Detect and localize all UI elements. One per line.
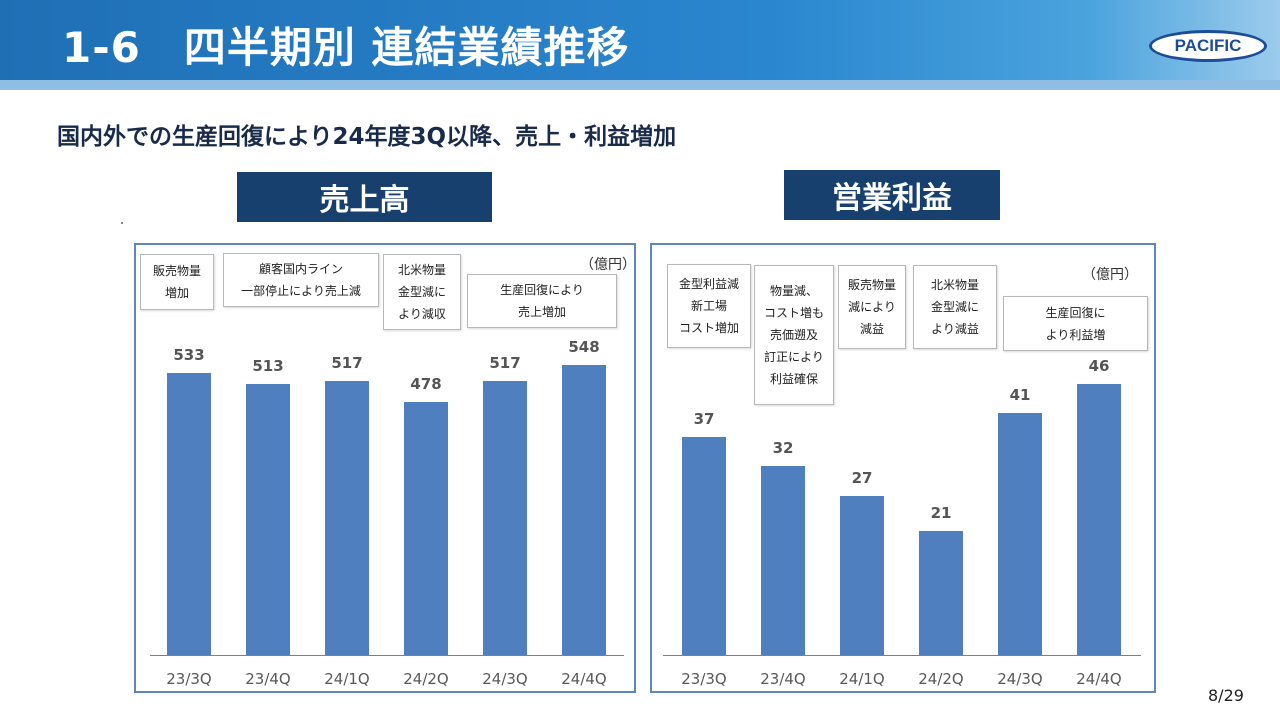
- sales-x-tick-label: 23/4Q: [245, 670, 291, 688]
- sales-bar-value-label: 513: [252, 357, 284, 375]
- sales-bar-24-1q: [325, 381, 369, 655]
- sales-x-tick-label: 24/3Q: [482, 670, 528, 688]
- op-bar-value-label: 21: [930, 504, 952, 522]
- sales-x-tick-label: 24/2Q: [403, 670, 449, 688]
- op-note-5: 生産回復に より利益増: [1003, 296, 1148, 351]
- operating-profit-unit-label: （億円）: [1082, 267, 1138, 283]
- sales-x-tick-label: 24/1Q: [324, 670, 370, 688]
- note-line: 訂正により: [764, 350, 824, 364]
- op-bar-value-label: 37: [693, 410, 715, 428]
- note-line: 売上増加: [517, 305, 566, 319]
- note-line: 北米物量: [397, 263, 446, 277]
- op-x-tick-label: 24/3Q: [997, 670, 1043, 688]
- op-bar-value-label: 32: [772, 439, 794, 457]
- note-line: 物量減、: [769, 284, 818, 298]
- op-bar-24-4q: [1077, 384, 1121, 655]
- note-line: 売価遡及: [769, 328, 818, 342]
- note-line: 利益確保: [769, 372, 818, 386]
- header-stripe: [0, 80, 1280, 90]
- note-line: 生産回復により: [500, 283, 584, 297]
- op-bar-23-4q: [761, 466, 805, 655]
- sales-bar-value-label: 548: [568, 338, 600, 356]
- op-note-3: 販売物量 減により 減益: [838, 265, 906, 349]
- sales-bar-23-3q: [167, 373, 211, 655]
- operating-profit-x-axis: [663, 655, 1141, 656]
- sales-note-3: 北米物量 金型減に より減収: [383, 254, 461, 330]
- op-bar-value-label: 27: [851, 469, 873, 487]
- note-line: 販売物量: [847, 278, 896, 292]
- op-note-2: 物量減、 コスト増も 売価遡及 訂正により 利益確保: [754, 265, 834, 405]
- op-x-tick-label: 24/2Q: [918, 670, 964, 688]
- note-line: コスト増も: [763, 306, 824, 320]
- decorative-dot: [121, 222, 123, 224]
- header-bar: [0, 0, 1280, 80]
- note-line: より減益: [931, 322, 979, 336]
- op-bar-value-label: 46: [1088, 357, 1110, 375]
- sales-bar-24-4q: [562, 365, 606, 655]
- operating-profit-section-label: 営業利益: [784, 170, 1000, 220]
- sales-bar-24-2q: [404, 402, 448, 655]
- note-line: より減収: [398, 307, 446, 321]
- sales-note-1: 販売物量 増加: [140, 254, 214, 310]
- op-x-tick-label: 24/4Q: [1076, 670, 1122, 688]
- sales-bar-23-4q: [246, 384, 290, 655]
- pacific-logo: PACIFIC: [1149, 30, 1267, 62]
- note-line: 増加: [164, 286, 189, 300]
- sales-section-label: 売上高: [237, 172, 492, 222]
- sales-bar-value-label: 478: [410, 375, 442, 393]
- note-line: 販売物量: [152, 264, 201, 278]
- note-line: 金型減に: [930, 300, 979, 314]
- op-note-1: 金型利益減 新工場 コスト増加: [667, 264, 751, 348]
- note-line: 顧客国内ライン: [258, 262, 343, 276]
- note-line: 減により: [848, 300, 896, 314]
- op-note-4: 北米物量 金型減に より減益: [913, 265, 997, 349]
- sales-x-tick-label: 24/4Q: [561, 670, 607, 688]
- sales-unit-label: （億円）: [580, 257, 636, 273]
- sales-note-2: 顧客国内ライン 一部停止により売上減: [223, 253, 379, 307]
- page-title: 1-6 四半期別 連結業績推移: [62, 23, 630, 72]
- sales-x-tick-label: 23/3Q: [166, 670, 212, 688]
- note-line: コスト増加: [678, 321, 739, 335]
- op-x-tick-label: 24/1Q: [839, 670, 885, 688]
- note-line: より利益増: [1045, 327, 1106, 342]
- sales-bar-value-label: 533: [173, 346, 205, 364]
- note-line: 減益: [859, 322, 884, 336]
- page-number: 8/29: [1208, 686, 1244, 705]
- note-line: 一部停止により売上減: [241, 284, 361, 298]
- sales-note-4: 生産回復により 売上増加: [467, 274, 617, 328]
- op-bar-24-2q: [919, 531, 963, 655]
- note-line: 金型利益減: [678, 277, 739, 291]
- op-bar-24-3q: [998, 413, 1042, 655]
- sales-bar-24-3q: [483, 381, 527, 655]
- sales-bar-value-label: 517: [489, 354, 521, 372]
- op-bar-value-label: 41: [1009, 386, 1031, 404]
- note-line: 北米物量: [930, 278, 979, 292]
- note-line: 新工場: [690, 299, 727, 313]
- slide-subtitle: 国内外での生産回復により24年度3Q以降、売上・利益増加: [57, 124, 677, 150]
- sales-bar-value-label: 517: [331, 354, 363, 372]
- note-line: 生産回復に: [1045, 305, 1106, 320]
- op-bar-23-3q: [682, 437, 726, 655]
- op-bar-24-1q: [840, 496, 884, 655]
- op-x-tick-label: 23/3Q: [681, 670, 727, 688]
- sales-x-axis: [150, 655, 624, 656]
- note-line: 金型減に: [397, 285, 446, 299]
- op-x-tick-label: 23/4Q: [760, 670, 806, 688]
